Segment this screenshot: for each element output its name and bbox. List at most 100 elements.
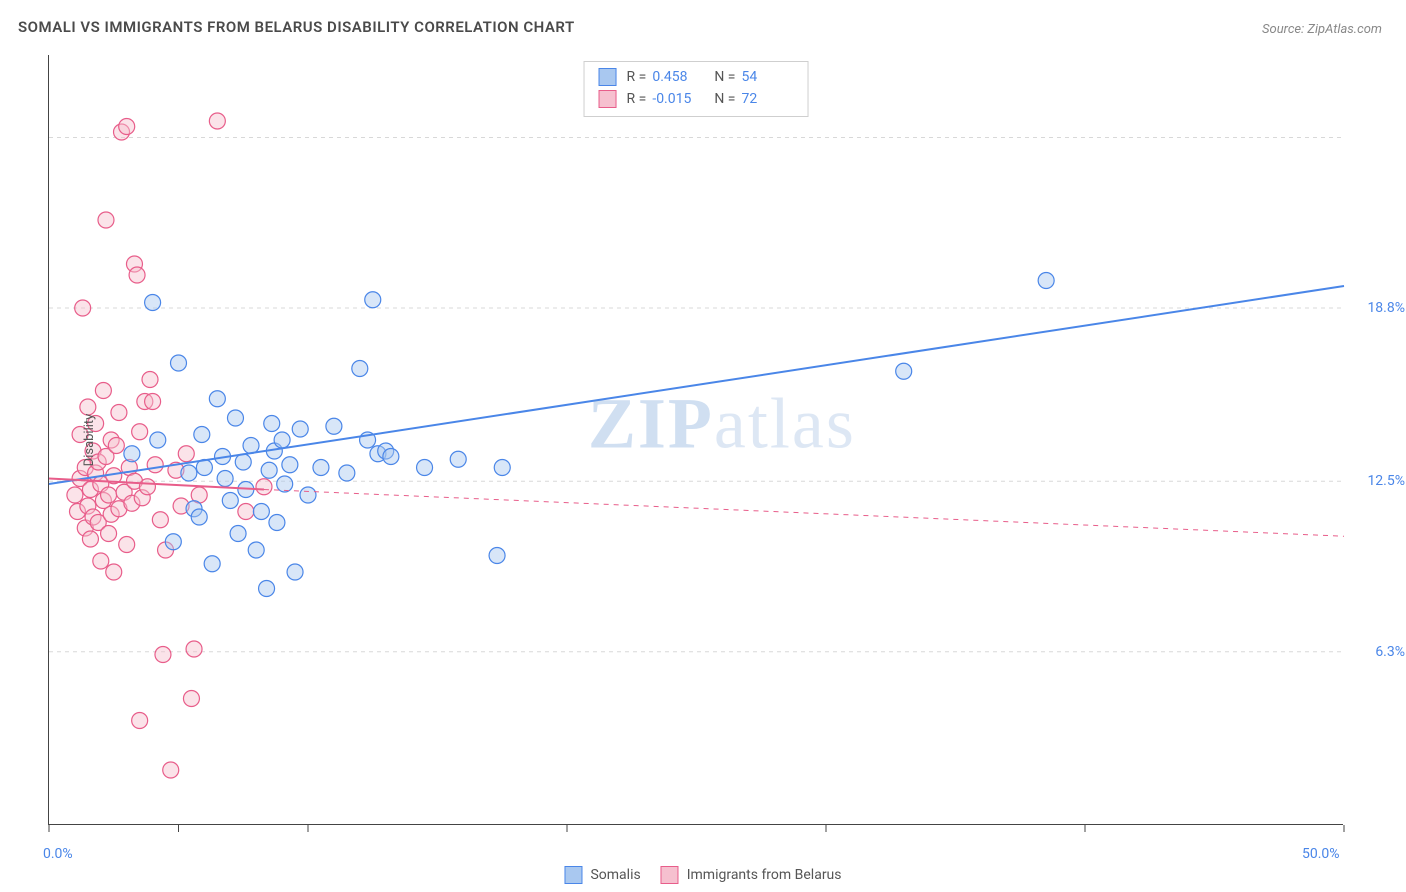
data-point [417, 460, 433, 476]
y-axis-label: Disability [82, 413, 97, 466]
data-point [194, 427, 210, 443]
legend-label-0: Somalis [590, 867, 640, 883]
legend-item-0: Somalis [564, 866, 640, 884]
data-point [129, 267, 145, 283]
data-point [82, 531, 98, 547]
scatter-svg [49, 55, 1344, 825]
data-point [119, 119, 135, 135]
source-attribution: Source: ZipAtlas.com [1262, 22, 1382, 37]
data-point [80, 399, 96, 415]
data-point [124, 446, 140, 462]
data-point [494, 460, 510, 476]
data-point [139, 479, 155, 495]
data-point [282, 457, 298, 473]
data-point [75, 300, 91, 316]
data-point [261, 462, 277, 478]
legend-label-1: Immigrants from Belarus [687, 867, 842, 883]
trend-line-extension [264, 490, 1344, 537]
swatch-series-0 [599, 68, 617, 86]
y-tick-label: 18.8% [1367, 300, 1405, 316]
data-point [365, 292, 381, 308]
data-point [222, 493, 238, 509]
data-point [204, 556, 220, 572]
data-point [230, 526, 246, 542]
swatch-series-1 [599, 90, 617, 108]
data-point [147, 457, 163, 473]
n-label: N = [714, 66, 735, 88]
data-point [171, 355, 187, 371]
r-label: R = [627, 88, 647, 110]
data-point [1038, 273, 1054, 289]
legend-swatch-1 [661, 866, 679, 884]
data-point [132, 424, 148, 440]
r-value-1: -0.015 [652, 88, 704, 110]
data-point [108, 438, 124, 454]
legend-item-1: Immigrants from Belarus [661, 866, 842, 884]
data-point [217, 471, 233, 487]
data-point [269, 515, 285, 531]
stats-row-series-0: R = 0.458 N = 54 [599, 66, 794, 88]
data-point [181, 465, 197, 481]
data-point [98, 212, 114, 228]
data-point [253, 504, 269, 520]
data-point [142, 372, 158, 388]
data-point [191, 509, 207, 525]
data-point [132, 713, 148, 729]
y-tick-label: 6.3% [1375, 644, 1405, 660]
data-point [209, 391, 225, 407]
data-point [259, 581, 275, 597]
trend-line [49, 286, 1344, 484]
data-point [274, 432, 290, 448]
data-point [896, 363, 912, 379]
data-point [264, 416, 280, 432]
data-point [93, 553, 109, 569]
n-label: N = [714, 88, 735, 110]
data-point [152, 512, 168, 528]
data-point [101, 487, 117, 503]
n-value-1: 72 [741, 88, 793, 110]
y-tick-label: 12.5% [1367, 473, 1405, 489]
chart-title: SOMALI VS IMMIGRANTS FROM BELARUS DISABI… [18, 18, 575, 36]
data-point [450, 451, 466, 467]
r-label: R = [627, 66, 647, 88]
data-point [95, 383, 111, 399]
plot-area: Disability ZIPatlas R = 0.458 N = 54 R =… [48, 55, 1343, 825]
data-point [352, 361, 368, 377]
data-point [238, 504, 254, 520]
legend-swatch-0 [564, 866, 582, 884]
data-point [101, 526, 117, 542]
data-point [145, 394, 161, 410]
data-point [209, 113, 225, 129]
data-point [163, 762, 179, 778]
data-point [326, 418, 342, 434]
data-point [277, 476, 293, 492]
data-point [243, 438, 259, 454]
data-point [178, 446, 194, 462]
data-point [292, 421, 308, 437]
data-point [106, 564, 122, 580]
stats-row-series-1: R = -0.015 N = 72 [599, 88, 794, 110]
data-point [489, 548, 505, 564]
data-point [67, 487, 83, 503]
data-point [248, 542, 264, 558]
data-point [119, 537, 135, 553]
correlation-stats-box: R = 0.458 N = 54 R = -0.015 N = 72 [584, 61, 809, 117]
data-point [339, 465, 355, 481]
data-point [111, 405, 127, 421]
data-point [256, 479, 272, 495]
data-point [235, 454, 251, 470]
data-point [145, 295, 161, 311]
data-point [165, 534, 181, 550]
data-point [300, 487, 316, 503]
data-point [383, 449, 399, 465]
r-value-0: 0.458 [652, 66, 704, 88]
data-point [183, 691, 199, 707]
data-point [287, 564, 303, 580]
data-point [186, 641, 202, 657]
data-point [227, 410, 243, 426]
x-tick-label: 0.0% [43, 846, 73, 862]
data-point [155, 647, 171, 663]
data-point [313, 460, 329, 476]
bottom-legend: Somalis Immigrants from Belarus [564, 866, 841, 884]
x-tick-label: 50.0% [1302, 846, 1340, 862]
